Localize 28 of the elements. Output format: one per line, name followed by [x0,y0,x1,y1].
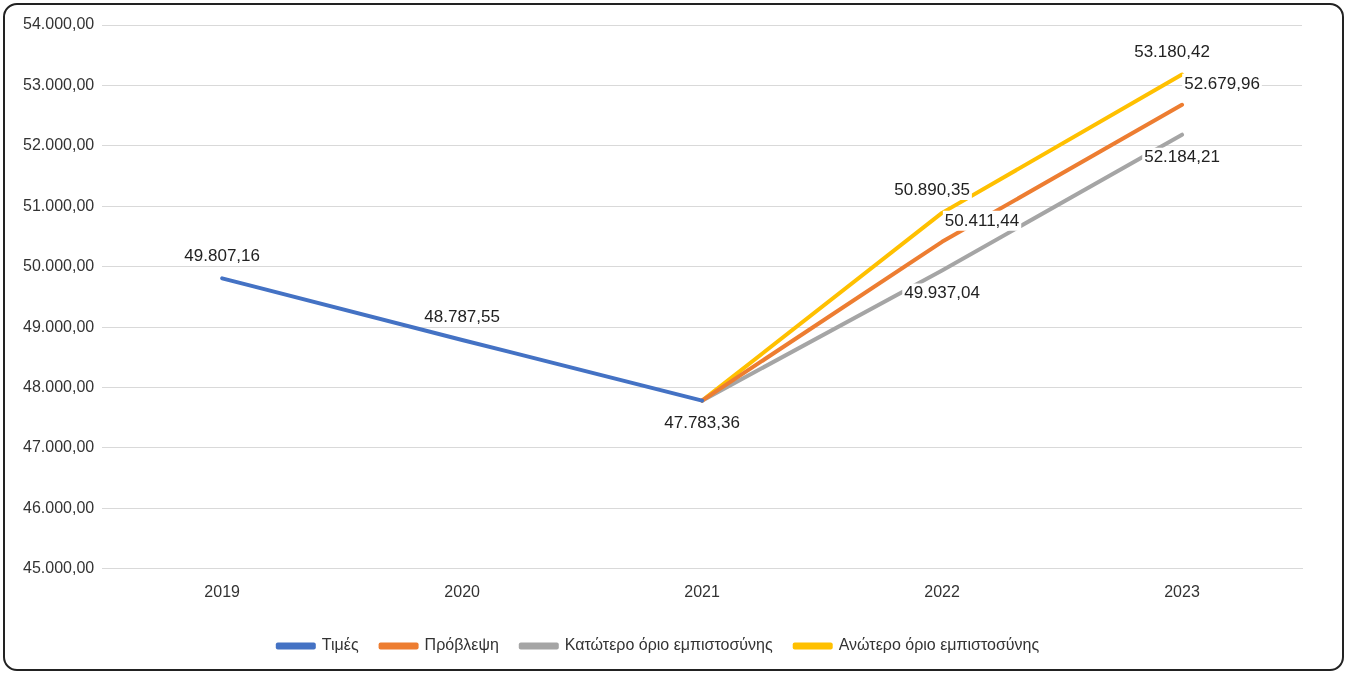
y-tick-label: 52.000,00 [22,136,95,154]
data-label: 50.890,35 [894,180,970,200]
data-label: 48.787,55 [424,307,500,327]
x-tick-label: 2022 [924,582,960,600]
data-label: 52.184,21 [1144,146,1220,166]
y-tick-label: 45.000,00 [22,559,95,577]
x-tick-label: 2021 [684,582,720,600]
y-tick-label: 48.000,00 [22,377,95,395]
data-label: 49.807,16 [184,245,260,265]
y-tick-label: 49.000,00 [22,317,95,335]
x-tick-label: 2023 [1164,582,1200,600]
y-tick-label: 51.000,00 [22,196,95,214]
legend-label: Κατώτερο όριο εμπιστοσύνης [564,636,773,654]
legend-label: Ανώτερο όριο εμπιστοσύνης [838,636,1040,654]
legend-label: Τιμές [321,636,359,654]
data-label: 53.180,42 [1134,41,1210,61]
y-tick-label: 50.000,00 [22,257,95,275]
y-tick-label: 54.000,00 [22,15,95,33]
data-label: 47.783,36 [664,412,740,432]
data-label: 49.937,04 [904,282,980,302]
data-label: 50.411,44 [944,211,1020,231]
x-tick-label: 2019 [204,582,241,600]
y-tick-label: 46.000,00 [22,498,95,516]
data-label: 52.679,96 [1184,73,1260,93]
x-tick-label: 2020 [444,582,481,600]
y-tick-label: 47.000,00 [22,438,95,456]
legend-label: Πρόβλεψη [424,636,499,654]
y-tick-label: 53.000,00 [22,75,95,93]
